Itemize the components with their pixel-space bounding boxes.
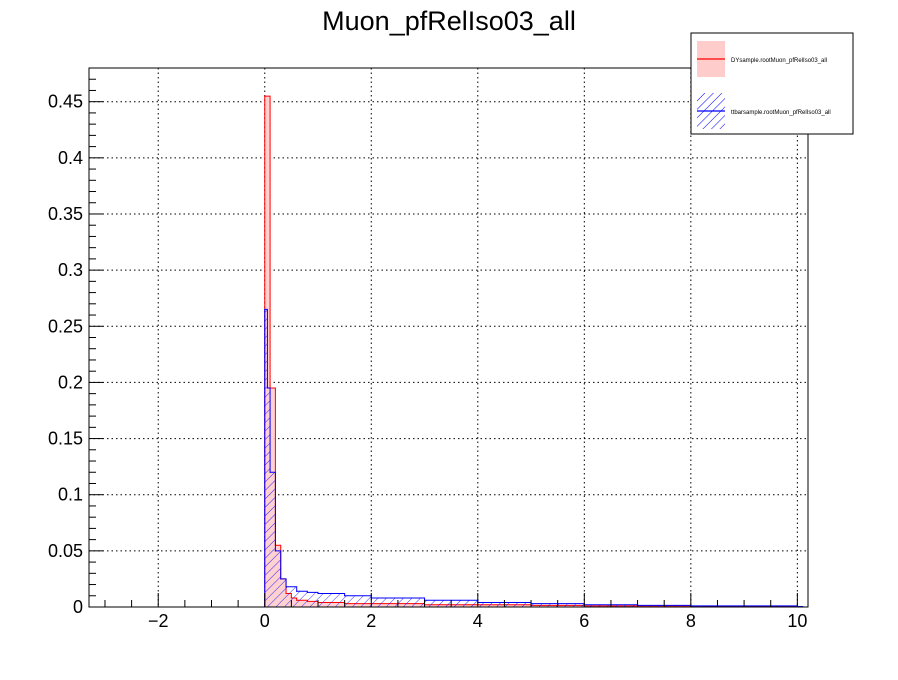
- y-tick-label: 0.35: [48, 204, 83, 224]
- y-tick-label: 0: [73, 597, 83, 617]
- series-1-area: [264, 308, 804, 608]
- y-tick-label: 0.2: [58, 372, 83, 392]
- series-1-point-4: [280, 578, 282, 580]
- x-tick-label: 0: [260, 611, 270, 631]
- x-tick-label: 4: [473, 611, 483, 631]
- series-1-point-7: [306, 591, 308, 594]
- y-tick-label: 0.25: [48, 316, 83, 336]
- axes-layer: −2 0 2 4 6 8 10 0 0.05 0.1 0.15 0.2 0.25 0.3 0.35 0.4 0.…: [48, 67, 809, 631]
- chart-title: Muon_pfRelIso03_all: [322, 6, 576, 36]
- grid-layer: [89, 68, 808, 607]
- y-tick-label: 0.15: [48, 429, 83, 449]
- x-tick-label: 8: [686, 611, 696, 631]
- legend-label-1: ttbarsample.rootMuon_pfRelIso03_all: [731, 110, 831, 116]
- legend: DYsample.rootMuon_pfRelIso03_all ttbarsam…: [690, 32, 854, 135]
- x-tick-label: 2: [366, 611, 376, 631]
- series-0-point-0: [264, 95, 266, 97]
- y-tick-label: 0.3: [58, 260, 83, 280]
- series-1-point-9: [344, 595, 346, 597]
- x-tick-label: 6: [579, 611, 589, 631]
- series-1-point-8: [317, 592, 319, 595]
- series-1-point-2: [269, 471, 271, 473]
- series-layer: [264, 95, 804, 608]
- series-0-area: [264, 95, 804, 608]
- series-1-point-6: [296, 590, 298, 592]
- x-tick-label: 10: [787, 611, 807, 631]
- y-tick-label: 0.05: [48, 541, 83, 561]
- y-tick-label: 0.1: [58, 485, 83, 505]
- y-tick-label: 0.4: [58, 148, 83, 168]
- series-1-point-0: [264, 308, 266, 311]
- x-tick-label: −2: [148, 611, 169, 631]
- plot-frame: [88, 67, 809, 608]
- series-1-point-5: [285, 586, 287, 588]
- series-1-point-3: [274, 550, 277, 552]
- legend-label-0: DYsample.rootMuon_pfRelIso03_all: [731, 58, 827, 64]
- y-tick-label: 0.45: [48, 92, 83, 112]
- series-1-point-1: [266, 387, 269, 389]
